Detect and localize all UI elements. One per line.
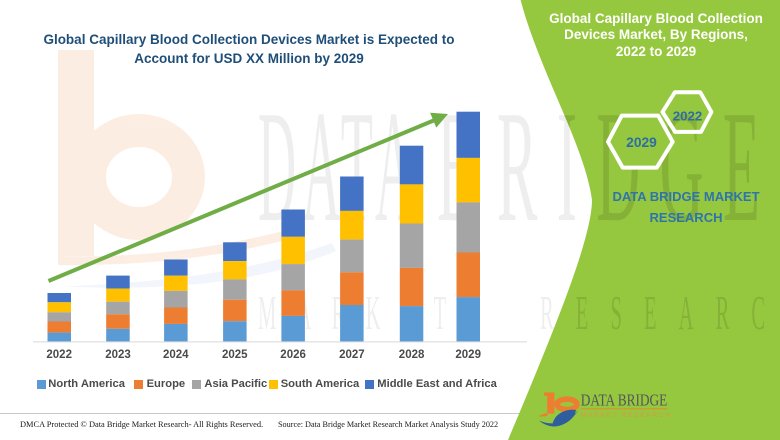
svg-text:MARKET RESEARCH: MARKET RESEARCH (581, 412, 672, 419)
svg-text:DATA BRIDGE: DATA BRIDGE (581, 392, 668, 410)
svg-text:2022: 2022 (673, 109, 703, 124)
svg-text:2029: 2029 (626, 135, 657, 150)
